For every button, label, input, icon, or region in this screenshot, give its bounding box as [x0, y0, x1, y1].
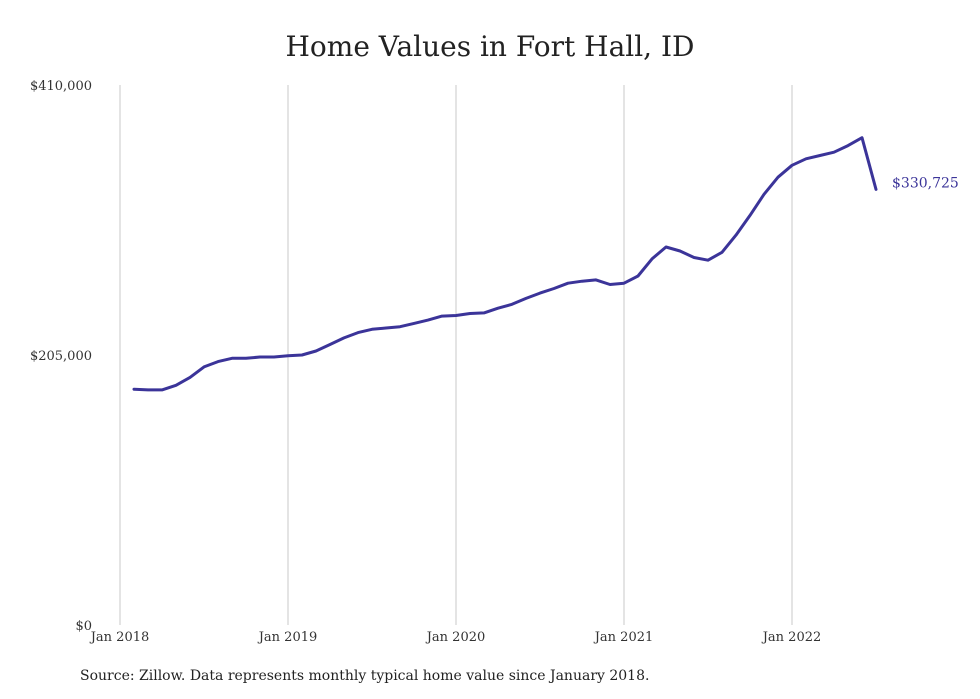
series-line-0: [132, 136, 878, 392]
x-axis-ticks: Jan 2018 Jan 2019 Jan 2020 Jan 2021 Jan 2022: [89, 630, 822, 645]
grid-lines: [119, 85, 793, 625]
chart-title: Home Values in Fort Hall, ID: [285, 30, 695, 63]
x-tick-label: Jan 2021: [593, 630, 654, 645]
y-tick-label: $410,000: [30, 79, 92, 94]
x-tick-label: Jan 2019: [257, 630, 318, 645]
y-tick-label: $0: [75, 619, 92, 634]
end-label-group: $330,725: [892, 175, 959, 191]
x-tick-label: Jan 2020: [425, 630, 486, 645]
y-tick-label: $205,000: [30, 349, 92, 364]
y-axis-ticks: $0 $205,000 $410,000: [30, 79, 92, 634]
x-tick-label: Jan 2018: [89, 630, 150, 645]
series-group: [132, 136, 878, 392]
x-tick-label: Jan 2022: [761, 630, 822, 645]
end-value-label: $330,725: [892, 175, 959, 191]
source-note: Source: Zillow. Data represents monthly …: [80, 668, 650, 684]
